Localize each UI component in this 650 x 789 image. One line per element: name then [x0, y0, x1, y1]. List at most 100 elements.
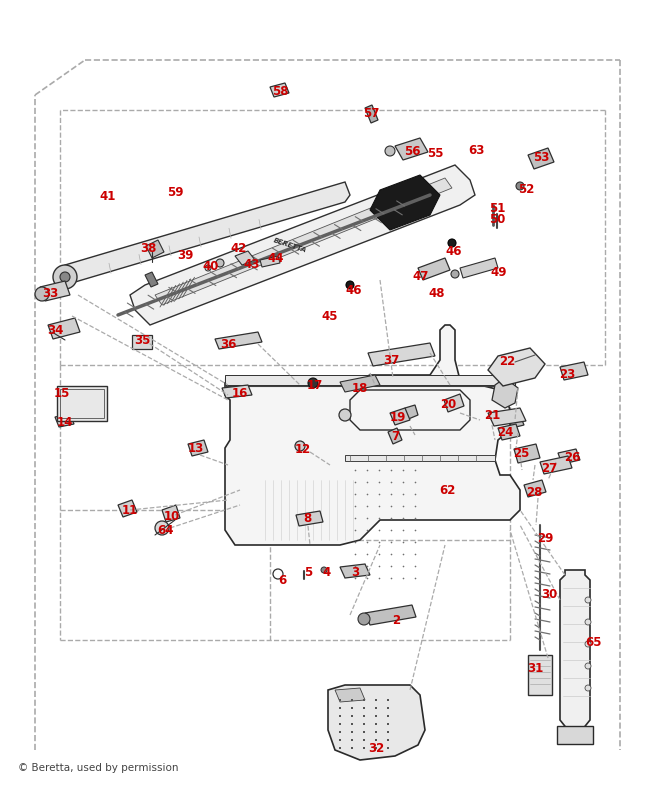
- Polygon shape: [118, 500, 137, 517]
- Polygon shape: [215, 332, 262, 349]
- Text: 7: 7: [391, 429, 399, 443]
- Text: 31: 31: [527, 661, 543, 675]
- Text: 30: 30: [541, 588, 557, 600]
- Text: 23: 23: [559, 368, 575, 380]
- Text: 57: 57: [363, 107, 379, 119]
- Text: 59: 59: [167, 185, 183, 199]
- Text: 36: 36: [220, 338, 236, 350]
- Text: 41: 41: [100, 189, 116, 203]
- Polygon shape: [65, 182, 350, 285]
- Polygon shape: [296, 511, 323, 526]
- Text: 29: 29: [537, 533, 553, 545]
- Text: 19: 19: [390, 410, 406, 424]
- Text: © Beretta, used by permission: © Beretta, used by permission: [18, 763, 179, 773]
- Text: 58: 58: [272, 84, 288, 98]
- Polygon shape: [508, 415, 524, 428]
- Polygon shape: [146, 240, 164, 258]
- Text: BERETTA: BERETTA: [272, 237, 307, 253]
- Text: 15: 15: [54, 387, 70, 399]
- Polygon shape: [328, 685, 425, 760]
- Text: 32: 32: [368, 742, 384, 754]
- Circle shape: [451, 270, 459, 278]
- Circle shape: [585, 641, 591, 647]
- Text: 48: 48: [429, 286, 445, 300]
- Circle shape: [358, 613, 370, 625]
- Polygon shape: [260, 256, 280, 267]
- Polygon shape: [155, 178, 452, 305]
- Polygon shape: [225, 325, 520, 545]
- Circle shape: [308, 378, 318, 388]
- Text: 47: 47: [413, 270, 429, 282]
- Polygon shape: [162, 505, 180, 522]
- Polygon shape: [540, 456, 572, 474]
- Circle shape: [53, 265, 77, 289]
- Text: 45: 45: [322, 309, 338, 323]
- Text: 2: 2: [392, 615, 400, 627]
- Polygon shape: [488, 348, 545, 386]
- Text: 46: 46: [446, 245, 462, 257]
- Bar: [132, 335, 152, 349]
- Text: 3: 3: [351, 567, 359, 579]
- Polygon shape: [340, 564, 370, 578]
- Circle shape: [585, 619, 591, 625]
- Text: 62: 62: [439, 484, 455, 496]
- Text: 5: 5: [304, 567, 312, 579]
- Text: 25: 25: [513, 447, 529, 459]
- Bar: [528, 655, 552, 695]
- Circle shape: [516, 182, 524, 190]
- Text: 12: 12: [295, 443, 311, 455]
- Polygon shape: [405, 405, 418, 420]
- Text: 34: 34: [47, 323, 63, 336]
- Text: 56: 56: [404, 144, 421, 158]
- Text: 16: 16: [232, 387, 248, 399]
- Circle shape: [216, 259, 224, 267]
- Polygon shape: [488, 408, 526, 426]
- Polygon shape: [558, 449, 580, 464]
- Text: 28: 28: [526, 485, 542, 499]
- Bar: [345, 455, 495, 461]
- Polygon shape: [335, 688, 365, 702]
- Polygon shape: [40, 281, 70, 301]
- Circle shape: [35, 287, 49, 301]
- Polygon shape: [388, 428, 402, 444]
- Polygon shape: [498, 424, 520, 440]
- Circle shape: [205, 265, 211, 271]
- Text: 44: 44: [268, 252, 284, 266]
- Text: 64: 64: [157, 523, 174, 537]
- Polygon shape: [130, 165, 475, 325]
- Bar: [225, 375, 515, 385]
- Circle shape: [60, 272, 70, 282]
- Circle shape: [585, 663, 591, 669]
- Circle shape: [339, 409, 351, 421]
- Text: 27: 27: [541, 462, 557, 474]
- Polygon shape: [270, 83, 289, 97]
- Polygon shape: [368, 343, 435, 366]
- Text: 20: 20: [440, 398, 456, 410]
- Text: 42: 42: [231, 241, 247, 255]
- Text: 13: 13: [188, 442, 204, 454]
- Circle shape: [585, 597, 591, 603]
- Circle shape: [385, 146, 395, 156]
- Text: 37: 37: [383, 353, 399, 367]
- Bar: [60, 389, 104, 418]
- Bar: [557, 726, 593, 744]
- Polygon shape: [524, 480, 546, 497]
- Text: 10: 10: [164, 510, 180, 522]
- Circle shape: [321, 567, 327, 573]
- Text: 50: 50: [489, 212, 505, 226]
- Polygon shape: [444, 394, 464, 412]
- Polygon shape: [222, 385, 252, 398]
- Text: 55: 55: [427, 147, 443, 159]
- Text: 6: 6: [278, 574, 286, 586]
- Text: 40: 40: [203, 260, 219, 274]
- Text: 4: 4: [323, 567, 331, 579]
- Text: 39: 39: [177, 249, 193, 261]
- Polygon shape: [370, 175, 440, 230]
- Text: 46: 46: [346, 283, 362, 297]
- Text: 24: 24: [497, 425, 514, 439]
- Bar: [225, 378, 515, 386]
- Circle shape: [585, 685, 591, 691]
- Text: 53: 53: [533, 151, 549, 163]
- Text: 35: 35: [134, 334, 150, 346]
- Circle shape: [155, 521, 169, 535]
